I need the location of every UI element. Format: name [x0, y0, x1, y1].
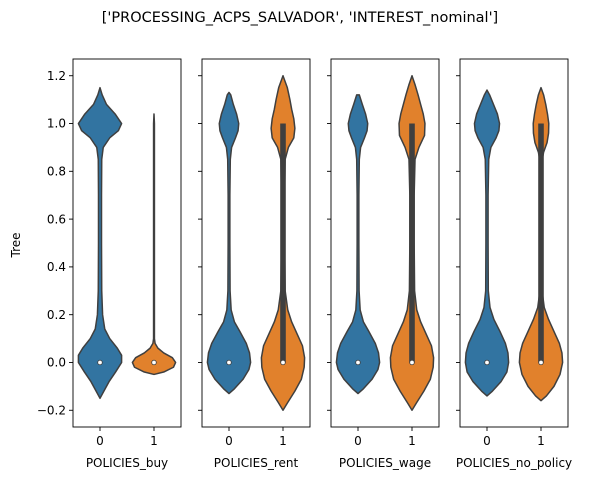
- y-axis-label: Tree: [9, 232, 23, 258]
- panel-frame: [72, 58, 182, 428]
- x-tick-label: 1: [150, 434, 158, 448]
- violin-median-dot: [280, 359, 286, 366]
- figure-title: ['PROCESSING_ACPS_SALVADOR', 'INTEREST_n…: [102, 10, 498, 26]
- violin-median-dot: [151, 359, 157, 366]
- violin-body: [131, 113, 177, 376]
- violin-median-dot: [97, 359, 103, 366]
- violin-median-dot: [409, 359, 415, 366]
- violin-median-dot: [538, 359, 544, 366]
- y-tick-label: 0.2: [47, 308, 66, 322]
- panels-layer: −0.2 0.0 0.2 0.4 0.6 0.8 1.0 1.2 0 1 POLICIES_buy 0…: [37, 58, 572, 470]
- x-axis-label: POLICIES_no_policy: [456, 456, 572, 470]
- x-tick-label: 1: [537, 434, 545, 448]
- panel-frame: [201, 58, 311, 428]
- x-tick-label: 0: [483, 434, 491, 448]
- violin-body: [206, 91, 252, 395]
- violin-median-dot: [226, 359, 232, 366]
- violin-iqr-box: [538, 123, 544, 363]
- x-tick-label: 0: [96, 434, 104, 448]
- x-tick-label: 1: [279, 434, 287, 448]
- x-tick-label: 0: [225, 434, 233, 448]
- violin-iqr-box: [280, 123, 286, 363]
- y-tick-label: 0.4: [47, 260, 66, 274]
- panel-0: −0.2 0.0 0.2 0.4 0.6 0.8 1.0 1.2 0 1 POLICIES_buy: [37, 58, 182, 470]
- y-tick-label: 1.2: [47, 69, 66, 83]
- y-tick-label: 0.0: [47, 356, 66, 370]
- x-axis-label: POLICIES_rent: [214, 456, 299, 470]
- violin-iqr-box: [409, 123, 415, 363]
- violin-median-dot: [355, 359, 361, 366]
- violin-median-dot: [484, 359, 490, 366]
- panel-2: 0 1 POLICIES_wage: [327, 58, 440, 470]
- x-axis-label: POLICIES_wage: [339, 456, 431, 470]
- y-tick-label: −0.2: [37, 403, 66, 417]
- panel-frame: [330, 58, 440, 428]
- y-tick-label: 0.8: [47, 165, 66, 179]
- x-axis-label: POLICIES_buy: [86, 456, 168, 470]
- y-tick-label: 0.6: [47, 212, 66, 226]
- violin-body: [335, 94, 381, 395]
- violin-body: [464, 89, 510, 397]
- panel-3: 0 1 POLICIES_no_policy: [456, 58, 572, 470]
- x-tick-label: 0: [354, 434, 362, 448]
- violin-body: [77, 86, 123, 400]
- y-tick-label: 1.0: [47, 117, 66, 131]
- x-tick-label: 1: [408, 434, 416, 448]
- panel-1: 0 1 POLICIES_rent: [198, 58, 311, 470]
- panel-frame: [459, 58, 569, 428]
